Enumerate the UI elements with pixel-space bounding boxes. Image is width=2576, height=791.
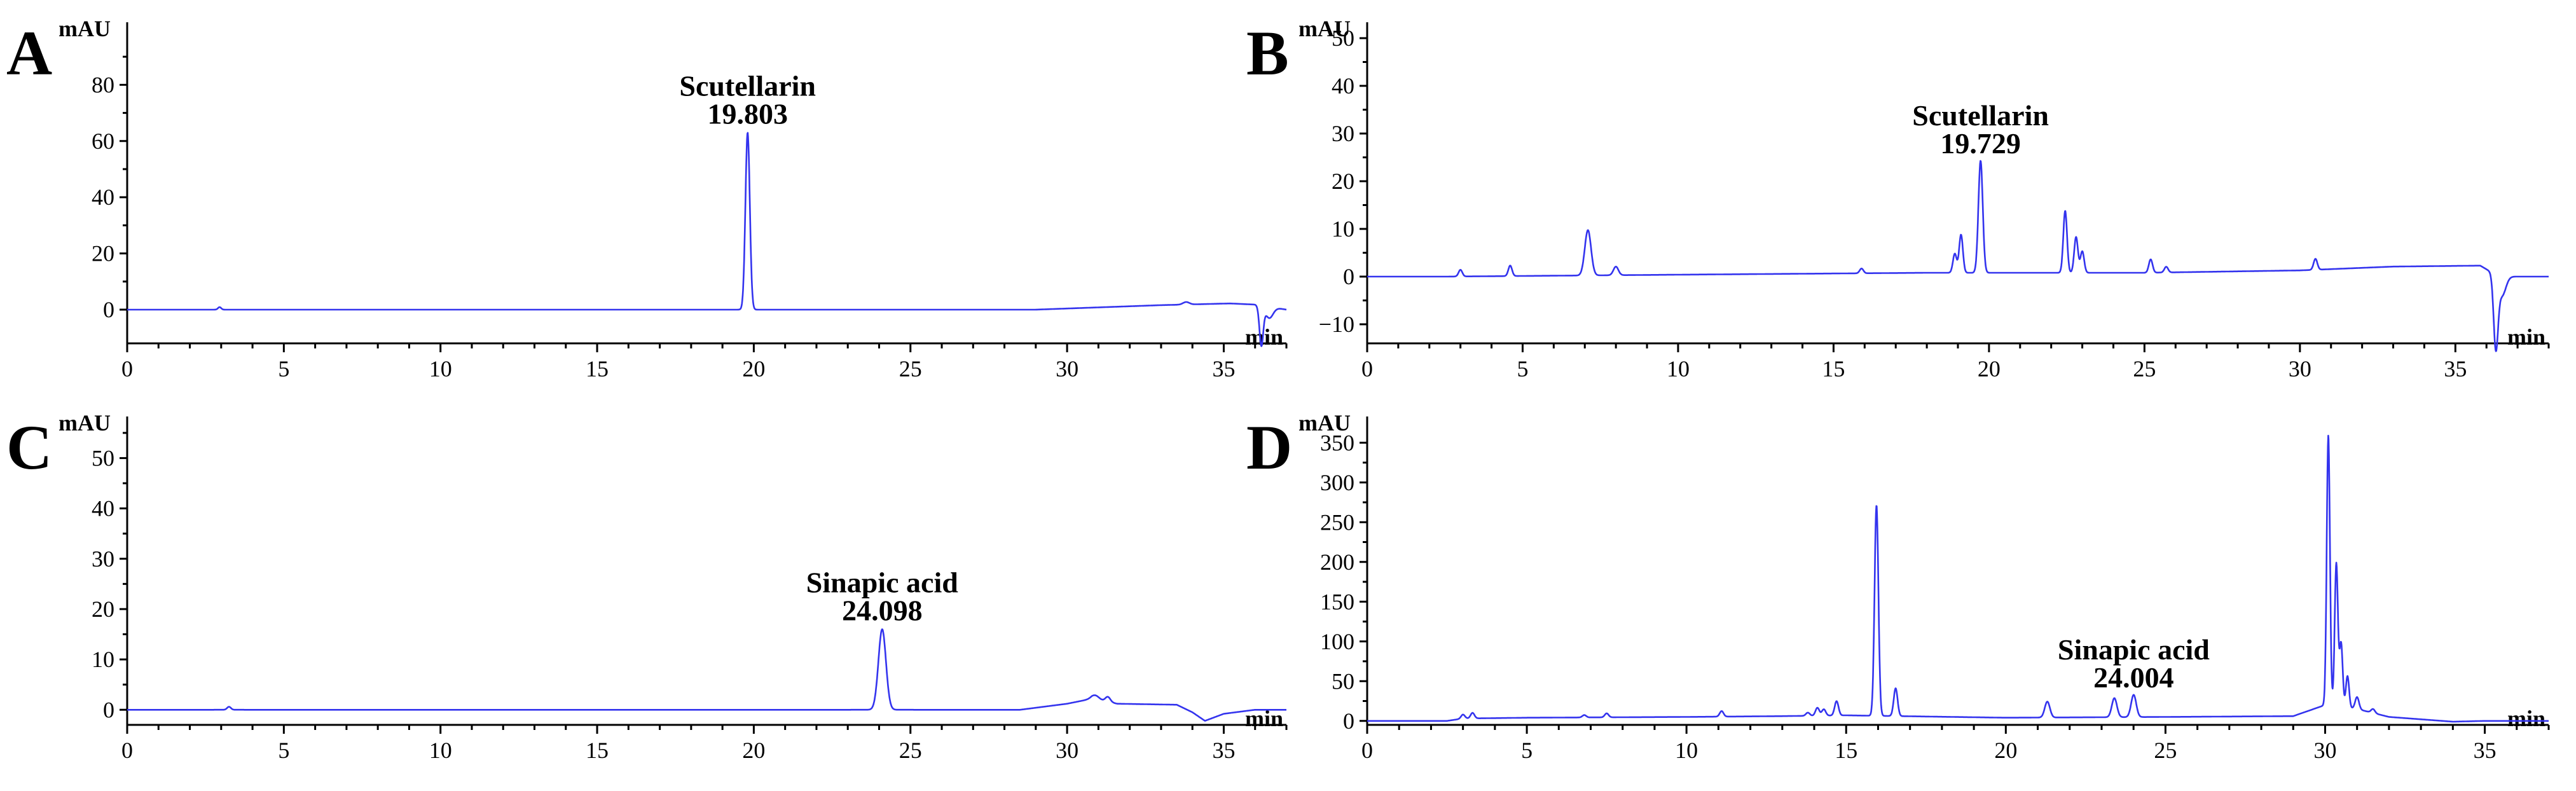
y-tick-label: 80 [92,72,114,97]
x-tick-label: 0 [121,356,133,382]
peak-annotation-time: 19.729 [1940,127,2021,160]
y-tick-label: 10 [1332,216,1354,242]
y-tick-label: 0 [103,297,114,322]
y-tick-label: 40 [92,496,114,521]
y-tick-label: 200 [1320,549,1354,575]
y-tick-label: 10 [92,647,114,672]
y-tick-label: 40 [1332,73,1354,99]
x-tick-label: 0 [121,738,133,763]
peak-annotation-name: Sinapic acid [806,567,958,599]
x-tick-label: 0 [1361,356,1373,382]
y-tick-label: 350 [1320,430,1354,455]
y-tick-label: 20 [92,596,114,622]
x-tick-label: 30 [1056,738,1078,763]
y-axis-unit: mAU [1298,16,1351,41]
peak-annotation-name: Sinapic acid [2058,633,2210,666]
x-tick-label: 10 [1667,356,1690,382]
panel-label: A [6,18,52,88]
y-tick-label: 50 [92,445,114,471]
y-tick-label: 300 [1320,470,1354,495]
x-tick-label: 35 [2444,356,2467,382]
x-tick-label: 5 [1517,356,1528,382]
x-tick-label: 15 [586,738,609,763]
x-tick-label: 25 [2133,356,2156,382]
peak-annotation-time: 19.803 [707,98,788,130]
panel-label: C [6,412,52,483]
peak-annotation-name: Scutellarin [1912,99,2049,132]
x-tick-label: 25 [899,738,922,763]
x-tick-label: 20 [742,738,765,763]
y-tick-label: −10 [1319,312,1354,337]
y-tick-label: 20 [92,241,114,266]
y-tick-label: 0 [1343,708,1354,734]
panel-label: D [1246,412,1292,483]
x-tick-label: 0 [1361,738,1373,763]
peak-annotation-name: Scutellarin [679,70,816,102]
x-tick-label: 5 [1521,738,1533,763]
y-tick-label: 30 [92,546,114,572]
peak-annotation-time: 24.004 [2093,661,2174,694]
x-tick-label: 35 [1212,738,1235,763]
chromatogram-trace [127,628,1287,722]
y-tick-label: 50 [1332,25,1354,51]
y-tick-label: 30 [1332,121,1354,146]
x-tick-label: 25 [2154,738,2177,763]
x-tick-label: 15 [1835,738,1857,763]
x-tick-label: 20 [742,356,765,382]
peak-annotation-time: 24.098 [842,595,923,627]
x-axis-unit: min [2507,324,2545,350]
chromatogram-trace [1367,434,2549,723]
y-axis-unit: mAU [1298,410,1351,436]
y-tick-label: 60 [92,128,114,154]
y-tick-label: 40 [92,184,114,210]
x-tick-label: 30 [1056,356,1078,382]
x-axis-unit: min [2507,706,2545,731]
y-tick-label: 20 [1332,169,1354,194]
y-tick-label: 50 [1332,668,1354,694]
x-tick-label: 25 [899,356,922,382]
panel-label: B [1246,18,1289,88]
x-tick-label: 10 [429,738,452,763]
x-tick-label: 20 [1978,356,2001,382]
x-tick-label: 15 [586,356,609,382]
chromatogram-trace [1367,160,2549,352]
x-tick-label: 10 [1675,738,1698,763]
x-tick-label: 20 [1994,738,2017,763]
y-tick-label: 0 [1343,264,1354,289]
x-tick-label: 15 [1822,356,1845,382]
x-tick-label: 35 [2474,738,2497,763]
y-tick-label: 250 [1320,509,1354,535]
y-tick-label: 100 [1320,629,1354,654]
chromatogram-trace [127,132,1287,347]
x-tick-label: 30 [2313,738,2336,763]
y-tick-label: 150 [1320,589,1354,614]
x-tick-label: 5 [278,356,289,382]
x-tick-label: 10 [429,356,452,382]
x-tick-label: 35 [1212,356,1235,382]
x-tick-label: 30 [2289,356,2311,382]
y-axis-unit: mAU [59,410,111,436]
x-tick-label: 5 [278,738,289,763]
y-axis-unit: mAU [59,16,111,41]
y-tick-label: 0 [103,697,114,722]
